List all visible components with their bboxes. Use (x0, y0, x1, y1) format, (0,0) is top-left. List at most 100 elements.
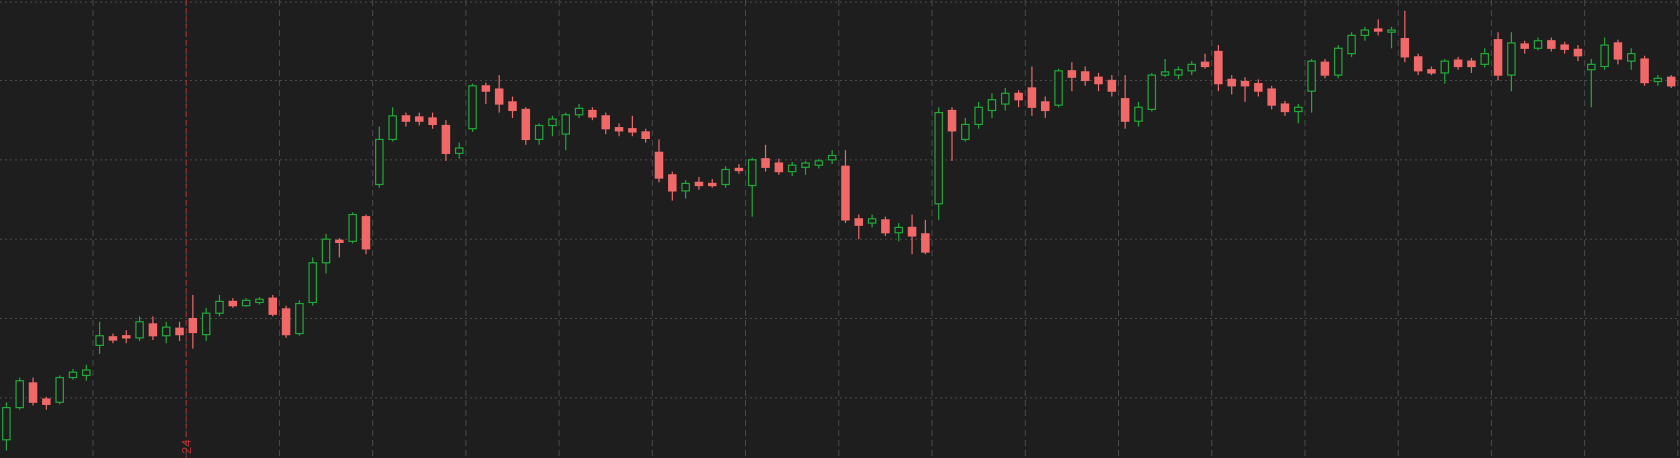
candle-body (1666, 76, 1676, 87)
candle-body (1387, 29, 1396, 33)
candle-body (1267, 88, 1276, 106)
candle-body (161, 326, 171, 337)
candle-body (1280, 103, 1290, 113)
candle-body (281, 308, 291, 336)
candle-body (1413, 56, 1423, 72)
candle-body (1054, 70, 1063, 106)
candle-body (1227, 78, 1236, 87)
candle-body (1547, 40, 1556, 49)
candle-body (468, 85, 477, 130)
candle-body (1373, 28, 1383, 32)
candle-body (734, 167, 744, 172)
candle-body (1347, 34, 1356, 55)
candle-body (1067, 70, 1077, 78)
candle-body (521, 108, 531, 141)
marker-label: 24 (179, 440, 194, 454)
candle-body (1626, 53, 1636, 62)
candle-body (121, 335, 131, 339)
candle-body (761, 158, 770, 168)
candle-body (508, 101, 517, 112)
candle-body (974, 106, 983, 126)
candle-body (1520, 43, 1529, 49)
candle-body (1147, 74, 1157, 111)
candle-body (1160, 71, 1170, 76)
candle-body (308, 262, 317, 304)
candle-body (1493, 39, 1503, 76)
candle-body (401, 115, 411, 122)
candle-body (1467, 60, 1476, 68)
candle-body (1240, 80, 1250, 87)
candle-body (987, 99, 997, 112)
candle-body (108, 336, 118, 341)
candle-body (961, 123, 970, 141)
candle-body (361, 216, 371, 250)
candle-body (814, 160, 824, 166)
candle-body (321, 238, 331, 264)
candle-body (774, 162, 784, 173)
candle-body (1587, 63, 1596, 71)
candle-body (415, 116, 424, 122)
candle-body (201, 312, 211, 336)
candle-body (295, 302, 304, 335)
candle-body (481, 85, 491, 92)
candle-body (1200, 61, 1210, 68)
candle-body (1453, 59, 1463, 68)
candle-body (375, 138, 384, 186)
candle-body (694, 181, 704, 187)
candle-body (681, 182, 690, 192)
candle-body (947, 109, 957, 132)
candle-body (1001, 92, 1010, 105)
candle-body (135, 321, 144, 339)
candle-body (494, 88, 504, 105)
candle-body (708, 182, 717, 187)
candle-body (628, 128, 637, 133)
candle-body (1640, 58, 1649, 84)
candle-body (827, 154, 837, 161)
candle-body (747, 159, 757, 187)
candle-body (388, 115, 397, 141)
candle-body (1134, 106, 1143, 122)
candle-body (1600, 44, 1609, 68)
candle-body (588, 109, 597, 118)
candle-body (241, 299, 251, 307)
candle-body (268, 297, 278, 315)
candle-body (1294, 106, 1303, 113)
candle-body (614, 127, 624, 132)
candle-body (2, 406, 11, 441)
candle-body (1094, 76, 1103, 85)
candle-body (1480, 53, 1490, 65)
candle-body (534, 124, 544, 141)
candle-body (1360, 29, 1370, 36)
candle-body (428, 117, 437, 126)
candle-body (1214, 50, 1223, 85)
candle-body (15, 380, 24, 409)
candle-body (1080, 71, 1090, 82)
candle-body (188, 317, 198, 334)
candle-body (441, 124, 451, 154)
candle-body (867, 218, 877, 224)
candle-body (574, 107, 584, 116)
candle-body (801, 162, 810, 168)
candle-body (1320, 61, 1330, 76)
candle-body (1254, 83, 1263, 92)
candle-body (1027, 87, 1037, 108)
candle-body (1040, 101, 1050, 112)
candle-body (601, 115, 610, 130)
candle-body (934, 112, 943, 205)
candle-body (654, 151, 664, 179)
candle-body (907, 226, 917, 237)
candle-body (335, 239, 344, 244)
candle-body (1174, 69, 1183, 76)
candle-body (1440, 60, 1450, 74)
candle-body (1107, 79, 1117, 92)
candle-body (1653, 77, 1663, 83)
candle-body (1573, 48, 1583, 57)
candle-body (1307, 60, 1316, 92)
candle-body (1014, 92, 1023, 101)
candle-body (1333, 47, 1343, 76)
candle-body (1613, 42, 1623, 60)
candle-body (548, 118, 557, 127)
candle-body (854, 218, 864, 226)
candle-body (348, 213, 357, 242)
